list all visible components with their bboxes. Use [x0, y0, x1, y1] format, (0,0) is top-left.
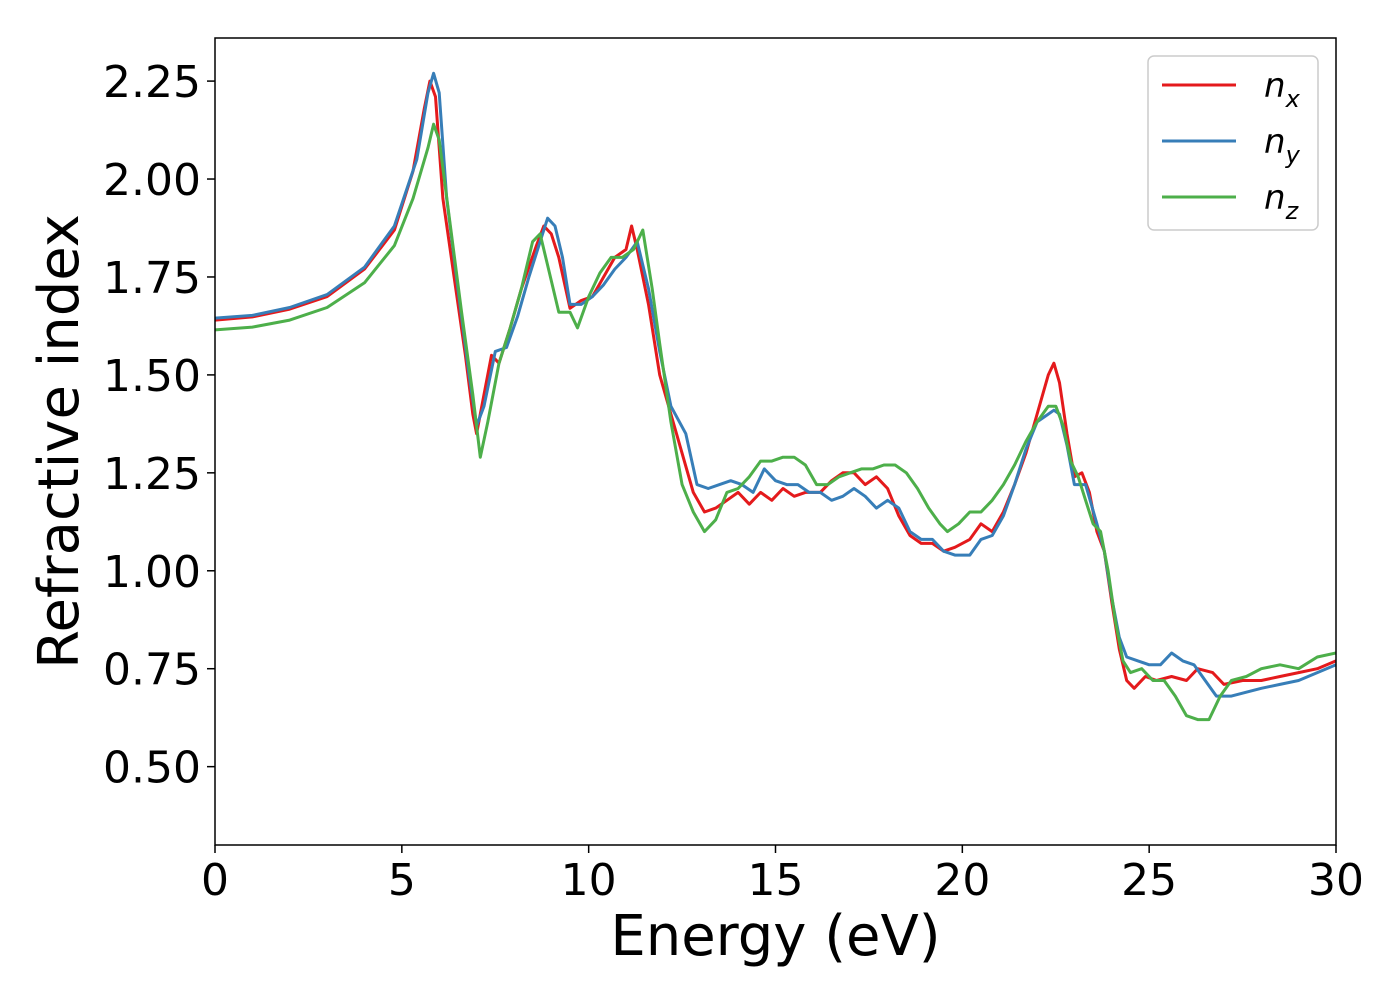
- plot-lines: [215, 71, 1336, 722]
- y-tick-label: 0.50: [103, 743, 201, 794]
- x-axis-ticks: 0 5 10 15 20 25 30: [201, 845, 1364, 906]
- x-tick-label: 20: [934, 855, 990, 906]
- y-tick-label: 1.00: [103, 547, 201, 598]
- x-axis-title: Energy (eV): [610, 904, 940, 969]
- x-tick-label: 25: [1121, 855, 1177, 906]
- x-tick-label: 30: [1308, 855, 1364, 906]
- x-tick-label: 0: [201, 855, 229, 906]
- y-tick-label: 2.25: [103, 57, 201, 108]
- x-tick-label: 15: [748, 855, 804, 906]
- y-tick-label: 1.50: [103, 351, 201, 402]
- y-axis-ticks: 0.50 0.75 1.00 1.25 1.50 1.75 2.00 2.25: [103, 57, 215, 794]
- legend-label-nx: nx: [1264, 66, 1301, 113]
- y-tick-label: 1.25: [103, 449, 201, 500]
- legend: nx ny nz: [1147, 55, 1319, 231]
- legend-box: [1147, 55, 1319, 231]
- legend-items: nx ny nz: [1162, 66, 1301, 225]
- y-axis-title: Refractive index: [27, 214, 92, 669]
- y-tick-label: 1.75: [103, 253, 201, 304]
- series-line-ny: [215, 71, 1336, 698]
- legend-label-nz: nz: [1264, 178, 1300, 225]
- series-line-nz: [215, 122, 1336, 722]
- legend-label-ny: ny: [1264, 122, 1301, 169]
- x-tick-label: 10: [561, 855, 617, 906]
- y-tick-label: 2.00: [103, 155, 201, 206]
- y-tick-label: 0.75: [103, 645, 201, 696]
- x-tick-label: 5: [388, 855, 416, 906]
